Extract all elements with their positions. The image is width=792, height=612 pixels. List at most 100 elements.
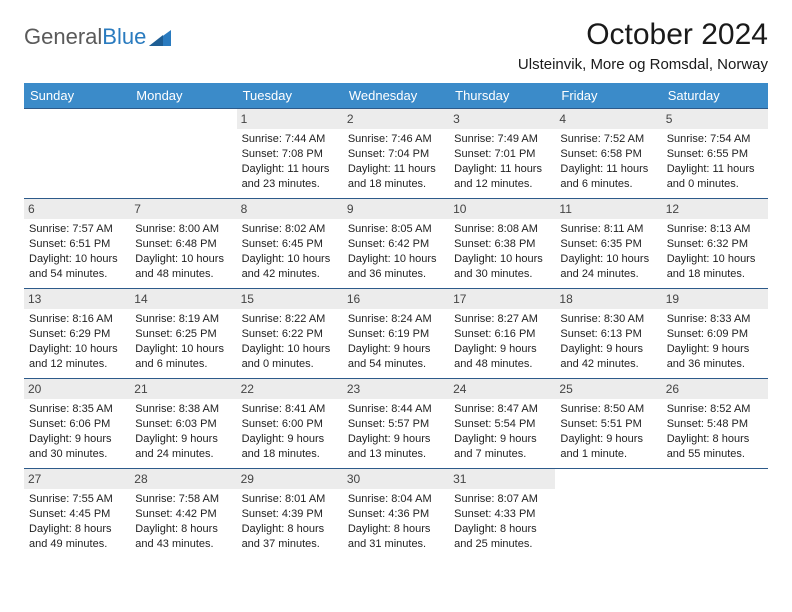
calendar-week: 13Sunrise: 8:16 AMSunset: 6:29 PMDayligh… <box>24 289 768 379</box>
sunset-text: Sunset: 6:06 PM <box>29 417 125 432</box>
sunrise-text: Sunrise: 8:13 AM <box>667 222 763 237</box>
sunset-text: Sunset: 6:22 PM <box>242 327 338 342</box>
daylight-text: Daylight: 11 hours and 18 minutes. <box>348 162 444 192</box>
day-number: 27 <box>24 469 130 489</box>
daylight-text: Daylight: 10 hours and 18 minutes. <box>667 252 763 282</box>
daylight-text: Daylight: 9 hours and 48 minutes. <box>454 342 550 372</box>
sunset-text: Sunset: 5:48 PM <box>667 417 763 432</box>
calendar-day: 4Sunrise: 7:52 AMSunset: 6:58 PMDaylight… <box>555 109 661 199</box>
day-number: 8 <box>237 199 343 219</box>
sunrise-text: Sunrise: 8:41 AM <box>242 402 338 417</box>
month-title: October 2024 <box>518 18 768 52</box>
sunrise-text: Sunrise: 8:07 AM <box>454 492 550 507</box>
calendar-week: 27Sunrise: 7:55 AMSunset: 4:45 PMDayligh… <box>24 469 768 559</box>
sunset-text: Sunset: 6:29 PM <box>29 327 125 342</box>
day-number: 22 <box>237 379 343 399</box>
day-number: 7 <box>130 199 236 219</box>
calendar-day: 20Sunrise: 8:35 AMSunset: 6:06 PMDayligh… <box>24 379 130 469</box>
daylight-text: Daylight: 9 hours and 54 minutes. <box>348 342 444 372</box>
calendar-day: 8Sunrise: 8:02 AMSunset: 6:45 PMDaylight… <box>237 199 343 289</box>
calendar-day: 19Sunrise: 8:33 AMSunset: 6:09 PMDayligh… <box>662 289 768 379</box>
day-number: 1 <box>237 109 343 129</box>
sunset-text: Sunset: 6:45 PM <box>242 237 338 252</box>
daylight-text: Daylight: 10 hours and 36 minutes. <box>348 252 444 282</box>
calendar-day: 10Sunrise: 8:08 AMSunset: 6:38 PMDayligh… <box>449 199 555 289</box>
sunset-text: Sunset: 6:00 PM <box>242 417 338 432</box>
calendar-day: 5Sunrise: 7:54 AMSunset: 6:55 PMDaylight… <box>662 109 768 199</box>
day-number: 19 <box>662 289 768 309</box>
sunrise-text: Sunrise: 8:11 AM <box>560 222 656 237</box>
title-block: October 2024 Ulsteinvik, More og Romsdal… <box>518 18 768 75</box>
day-header: Wednesday <box>343 83 449 109</box>
sunrise-text: Sunrise: 8:30 AM <box>560 312 656 327</box>
day-number: 20 <box>24 379 130 399</box>
sunset-text: Sunset: 6:25 PM <box>135 327 231 342</box>
day-header: Sunday <box>24 83 130 109</box>
sunset-text: Sunset: 6:13 PM <box>560 327 656 342</box>
daylight-text: Daylight: 9 hours and 36 minutes. <box>667 342 763 372</box>
day-number: 25 <box>555 379 661 399</box>
daylight-text: Daylight: 10 hours and 6 minutes. <box>135 342 231 372</box>
daylight-text: Daylight: 8 hours and 31 minutes. <box>348 522 444 552</box>
sunset-text: Sunset: 4:45 PM <box>29 507 125 522</box>
sunrise-text: Sunrise: 8:38 AM <box>135 402 231 417</box>
sunrise-text: Sunrise: 8:16 AM <box>29 312 125 327</box>
daylight-text: Daylight: 10 hours and 0 minutes. <box>242 342 338 372</box>
sunrise-text: Sunrise: 8:47 AM <box>454 402 550 417</box>
daylight-text: Daylight: 9 hours and 18 minutes. <box>242 432 338 462</box>
page-header: GeneralBlue October 2024 Ulsteinvik, Mor… <box>24 18 768 75</box>
sunset-text: Sunset: 6:32 PM <box>667 237 763 252</box>
calendar-day: 22 Sunrise: 8:41 AMSunset: 6:00 PMDayligh… <box>237 379 343 469</box>
day-header: Thursday <box>449 83 555 109</box>
sunset-text: Sunset: 4:42 PM <box>135 507 231 522</box>
calendar-day: 9Sunrise: 8:05 AMSunset: 6:42 PMDaylight… <box>343 199 449 289</box>
day-number: 15 <box>237 289 343 309</box>
calendar-day-empty <box>662 469 768 559</box>
sunset-text: Sunset: 6:35 PM <box>560 237 656 252</box>
daylight-text: Daylight: 9 hours and 24 minutes. <box>135 432 231 462</box>
day-number: 11 <box>555 199 661 219</box>
sunrise-text: Sunrise: 8:24 AM <box>348 312 444 327</box>
calendar-day: 29Sunrise: 8:01 AMSunset: 4:39 PMDayligh… <box>237 469 343 559</box>
calendar-day: 16Sunrise: 8:24 AMSunset: 6:19 PMDayligh… <box>343 289 449 379</box>
sunrise-text: Sunrise: 7:57 AM <box>29 222 125 237</box>
calendar-day: 12 Sunrise: 8:13 AMSunset: 6:32 PMDayligh… <box>662 199 768 289</box>
sunrise-text: Sunrise: 8:33 AM <box>667 312 763 327</box>
sunrise-text: Sunrise: 8:01 AM <box>242 492 338 507</box>
calendar-day-empty <box>130 109 236 199</box>
calendar-day: 21Sunrise: 8:38 AMSunset: 6:03 PMDayligh… <box>130 379 236 469</box>
calendar-day: 27Sunrise: 7:55 AMSunset: 4:45 PMDayligh… <box>24 469 130 559</box>
sunrise-text: Sunrise: 8:08 AM <box>454 222 550 237</box>
sunset-text: Sunset: 4:36 PM <box>348 507 444 522</box>
daylight-text: Daylight: 8 hours and 55 minutes. <box>667 432 763 462</box>
calendar-day: 7Sunrise: 8:00 AMSunset: 6:48 PMDaylight… <box>130 199 236 289</box>
day-number: 30 <box>343 469 449 489</box>
sunset-text: Sunset: 7:08 PM <box>242 147 338 162</box>
sunset-text: Sunset: 6:19 PM <box>348 327 444 342</box>
day-number: 12 <box>662 199 768 219</box>
calendar-head: SundayMondayTuesdayWednesdayThursdayFrid… <box>24 83 768 109</box>
daylight-text: Daylight: 10 hours and 48 minutes. <box>135 252 231 282</box>
sunset-text: Sunset: 6:42 PM <box>348 237 444 252</box>
day-header: Monday <box>130 83 236 109</box>
day-number: 14 <box>130 289 236 309</box>
sunset-text: Sunset: 7:04 PM <box>348 147 444 162</box>
calendar-day: 23Sunrise: 8:44 AMSunset: 5:57 PMDayligh… <box>343 379 449 469</box>
sunset-text: Sunset: 6:38 PM <box>454 237 550 252</box>
sunrise-text: Sunrise: 8:19 AM <box>135 312 231 327</box>
sunset-text: Sunset: 7:01 PM <box>454 147 550 162</box>
day-number: 6 <box>24 199 130 219</box>
day-number: 28 <box>130 469 236 489</box>
day-number: 24 <box>449 379 555 399</box>
sunset-text: Sunset: 6:58 PM <box>560 147 656 162</box>
sunrise-text: Sunrise: 7:52 AM <box>560 132 656 147</box>
sunrise-text: Sunrise: 8:05 AM <box>348 222 444 237</box>
daylight-text: Daylight: 10 hours and 30 minutes. <box>454 252 550 282</box>
sunset-text: Sunset: 5:57 PM <box>348 417 444 432</box>
sunrise-text: Sunrise: 8:35 AM <box>29 402 125 417</box>
sunset-text: Sunset: 4:33 PM <box>454 507 550 522</box>
location-text: Ulsteinvik, More og Romsdal, Norway <box>518 56 768 73</box>
daylight-text: Daylight: 11 hours and 6 minutes. <box>560 162 656 192</box>
calendar-day: 28Sunrise: 7:58 AMSunset: 4:42 PMDayligh… <box>130 469 236 559</box>
sunrise-text: Sunrise: 8:00 AM <box>135 222 231 237</box>
